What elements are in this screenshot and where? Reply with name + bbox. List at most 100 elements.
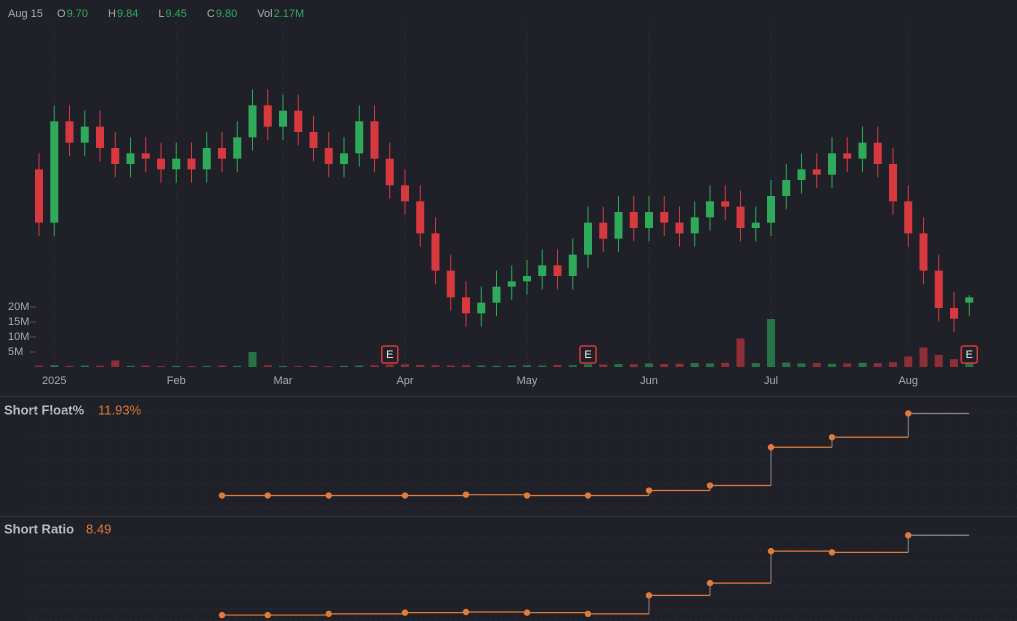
candle-body (65, 121, 74, 143)
point (584, 610, 592, 618)
candle-body (736, 206, 745, 228)
volume-bar (782, 362, 791, 367)
legend-value: 9.70 (67, 8, 88, 20)
point (828, 549, 836, 556)
candle-body (568, 254, 577, 276)
point (767, 444, 775, 451)
point (767, 547, 775, 555)
candle-body (523, 276, 531, 282)
volume-bar (507, 365, 516, 367)
candle-body (80, 126, 89, 143)
earnings-label: E (584, 349, 591, 361)
x-tick-label: Jun (640, 375, 658, 387)
volume-bar (340, 365, 348, 367)
volume-bar (309, 365, 318, 367)
volume-bar (96, 365, 104, 367)
point (706, 579, 714, 587)
candle-body (355, 121, 364, 154)
volume-bar (889, 362, 897, 367)
candle-body (401, 185, 409, 202)
candle-body (50, 121, 59, 223)
legend-key: O (57, 8, 66, 20)
earnings-marker[interactable] (381, 345, 399, 364)
volume-bar (614, 364, 623, 367)
candle-body (614, 212, 623, 239)
volume-tick-label: 15M (8, 316, 29, 328)
candle-body (706, 201, 714, 218)
point (264, 492, 271, 499)
volume-bar (812, 363, 821, 367)
point (645, 592, 653, 599)
volume-bar (736, 338, 745, 367)
point (462, 608, 470, 616)
volume-bar (675, 363, 684, 367)
volume-bar (645, 363, 653, 367)
volume-bar (80, 365, 89, 367)
volume-bar (157, 366, 165, 367)
legend-value: 9.45 (165, 8, 186, 20)
volume-bar (65, 365, 74, 367)
candle-body (721, 201, 730, 207)
volume-bar (919, 347, 928, 367)
x-tick-label: Feb (167, 375, 186, 387)
volume-bar (202, 365, 211, 367)
candle-body (309, 132, 318, 148)
volume-bar (904, 356, 913, 367)
x-tick-label: May (517, 375, 538, 387)
candle-body (934, 270, 943, 308)
candle-body (873, 142, 882, 164)
volume-tick-label: 10M (8, 331, 29, 343)
candle-body (584, 222, 592, 255)
volume-tick-label: 5M (8, 346, 23, 358)
legend-key: L (158, 8, 164, 20)
volume-bar (599, 364, 608, 367)
volume-bar (828, 363, 836, 367)
volume-bar (873, 363, 882, 367)
panel-value: 8.49 (86, 521, 111, 536)
panel-value: 11.93% (98, 402, 142, 417)
candle-body (889, 164, 897, 202)
panel-title: Short Ratio (4, 521, 74, 536)
volume-bar (767, 319, 775, 367)
point (401, 609, 409, 616)
point (218, 492, 226, 499)
candle-body (812, 169, 821, 175)
x-tick-label: Mar (274, 375, 293, 387)
candle-body (492, 286, 501, 303)
volume-bar (446, 365, 455, 367)
volume-bar (706, 363, 714, 367)
volume-bar (553, 364, 562, 367)
legend-key: C (207, 8, 215, 20)
candle-body (233, 137, 242, 159)
candle-body (904, 201, 913, 234)
candle-body (370, 121, 379, 159)
candle-body (263, 105, 272, 127)
candle-body (462, 297, 470, 314)
candle-body (111, 148, 120, 164)
earnings-marker[interactable] (960, 345, 978, 364)
point (706, 482, 714, 489)
candle-body (797, 169, 806, 180)
candle-body (751, 222, 760, 228)
point (401, 492, 409, 499)
candle-body (340, 153, 348, 164)
date: Aug 15 (8, 8, 43, 20)
candle-body (675, 222, 684, 234)
point (462, 491, 470, 498)
volume-bar (355, 365, 364, 367)
candle-body (202, 148, 211, 170)
volume-bar (690, 363, 699, 367)
candle-body (126, 153, 135, 164)
candle-body (324, 148, 333, 164)
volume-bar (279, 365, 287, 367)
earnings-marker[interactable] (579, 345, 597, 364)
volume-bar (416, 364, 425, 367)
earnings-label: E (966, 349, 973, 361)
candle-body (767, 196, 775, 223)
legend-value: 9.84 (117, 8, 138, 20)
x-tick-label: 2025 (42, 375, 66, 387)
volume-bar (477, 365, 486, 367)
candle-body (599, 222, 608, 239)
volume-bar (324, 366, 333, 367)
